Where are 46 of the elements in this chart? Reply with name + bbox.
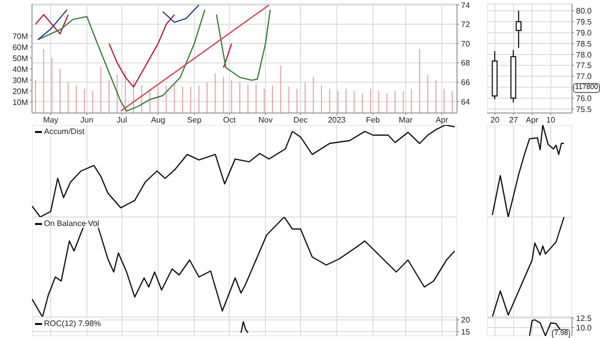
- x-tick-label: Mar: [398, 116, 413, 125]
- x-tick-label: May: [43, 116, 58, 125]
- y-tick-label: 40M: [12, 64, 28, 74]
- y-tick-label: 30M: [12, 76, 28, 85]
- y2-tick-label: 20: [461, 316, 470, 325]
- x-tick-label: 2023: [328, 116, 346, 125]
- legend-label: Accum/Dist: [44, 127, 84, 136]
- y2-tick-label: 79.5: [576, 18, 592, 27]
- y2-tick-label: 79.0: [576, 28, 592, 38]
- x-tick-label: Apr: [436, 116, 448, 125]
- y2-tick-label: 75.5: [576, 104, 592, 114]
- y2-tick-label: 70: [461, 39, 470, 48]
- y2-tick-label: 66: [461, 78, 470, 87]
- y-tick-label: 70M: [12, 32, 28, 41]
- y-tick-label: 50M: [12, 54, 28, 63]
- y2-tick-label: 78.0: [576, 50, 592, 60]
- y2-tick-label: 76.0: [576, 94, 592, 103]
- y2-tick-label: 80.0: [576, 6, 592, 16]
- x-tick-label: Oct: [223, 116, 236, 125]
- x-tick-label: Jun: [80, 116, 94, 125]
- x-tick-label: Feb: [366, 116, 380, 125]
- y2-tick-label: 77.0: [576, 72, 592, 82]
- x-tick-label: Apr: [526, 116, 539, 125]
- x-tick-label: Dec: [293, 116, 308, 125]
- x-tick-label: Nov: [258, 116, 273, 125]
- legend-label: On Balance Vol: [44, 219, 100, 228]
- y-tick-label: 60M: [12, 42, 28, 52]
- x-tick-label: Sep: [187, 116, 202, 125]
- y2-tick-label: 78.5: [576, 39, 592, 48]
- y2-tick-label: 12.5: [576, 314, 592, 323]
- x-tick-label: Jul: [116, 116, 128, 125]
- y2-tick-label: 15: [461, 327, 470, 336]
- y-tick-label: 20M: [12, 86, 28, 96]
- y2-tick-label: 74: [461, 0, 470, 10]
- y2-tick-label: 72: [461, 20, 470, 30]
- y2-tick-label: 77.5: [576, 61, 592, 70]
- x-tick-label: Aug: [150, 116, 166, 125]
- y2-tick-label: 10.0: [576, 323, 592, 332]
- x-tick-label: 10: [546, 116, 556, 125]
- y2-tick-label: 64: [461, 97, 470, 106]
- x-tick-label: 20: [490, 116, 500, 125]
- candlestick: [516, 10, 522, 48]
- y2-tick-label: 68: [461, 58, 470, 68]
- y-tick-label: 10M: [12, 98, 28, 107]
- x-tick-label: 27: [509, 116, 519, 125]
- legend-label: ROC(12) 7.98%: [44, 319, 101, 328]
